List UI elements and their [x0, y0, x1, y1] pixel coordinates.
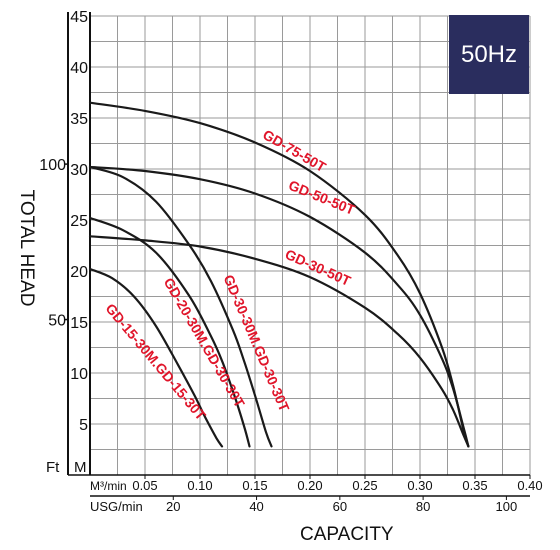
x2-tick-label: 20	[166, 499, 180, 514]
curve-gd-30-30m-gd-30-30t	[88, 165, 273, 448]
tick-labels: 5 10 15 20 25 30 35 40 45 50 100 Ft MM³/min 0.05 0.10 0…	[39, 9, 542, 514]
x-tick-label: 0.40	[517, 478, 542, 493]
frequency-badge: 50Hz	[449, 15, 529, 94]
curve-gd-30-50t	[88, 235, 470, 448]
x-tick-label: 0.05	[132, 478, 157, 493]
performance-curves	[88, 101, 470, 448]
series-label: GD-30-50T	[283, 246, 354, 289]
x-tick-label: 0.15	[242, 478, 267, 493]
y-tick-label: 35	[70, 111, 88, 128]
x2-tick-label: 40	[249, 499, 263, 514]
y-tick-label: 20	[70, 264, 88, 281]
y-tick-label: 40	[70, 60, 88, 77]
x2-tick-label: 100	[496, 499, 518, 514]
x-tick-label: 0.30	[407, 478, 432, 493]
y-tick-label: 30	[70, 162, 88, 179]
y-tick-label: 15	[70, 315, 88, 332]
y-tick-label: 10	[70, 366, 88, 383]
y-unit-label: M	[74, 459, 87, 476]
curve-gd-15-30m-gd-15-30t	[88, 267, 224, 448]
axes	[64, 12, 531, 500]
y-tick-label: 25	[70, 213, 88, 230]
x-tick-label: 0.10	[187, 478, 212, 493]
x-tick-label: 0.35	[462, 478, 487, 493]
x-axis-title: CAPACITY	[300, 524, 394, 545]
grid-lines	[90, 15, 531, 475]
y-tick-label: 45	[70, 9, 88, 26]
curve-gd-50-50t	[88, 165, 470, 448]
x-unit-label: M³/min	[90, 479, 127, 493]
y2-tick-label: 100	[39, 157, 66, 174]
y-axis-title: TOTAL HEAD	[16, 189, 37, 307]
x2-unit-label: USG/min	[90, 499, 143, 514]
x2-tick-label: 80	[416, 499, 430, 514]
curve-gd-20-30m-gd-30-30t	[88, 216, 251, 448]
y-tick-label: 5	[79, 417, 88, 434]
y2-tick-label: 50	[48, 313, 66, 330]
x2-tick-label: 60	[333, 499, 347, 514]
y2-unit-label: Ft	[46, 459, 60, 476]
series-label: GD-75-50T	[260, 126, 329, 175]
x-tick-label: 0.25	[352, 478, 377, 493]
x-tick-label: 0.20	[297, 478, 322, 493]
